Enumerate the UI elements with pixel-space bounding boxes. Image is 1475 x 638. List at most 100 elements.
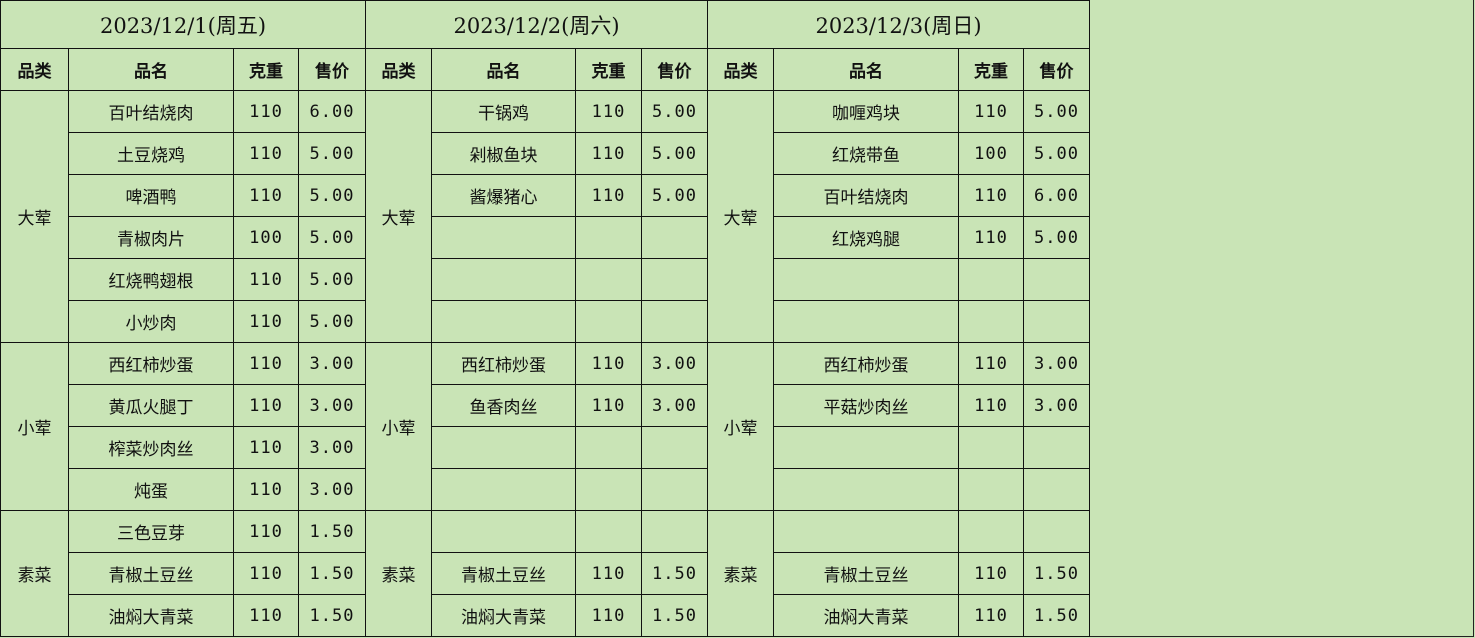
dish-name-cell[interactable]: 油焖大青菜 bbox=[431, 594, 576, 637]
weight-cell[interactable]: 110 bbox=[958, 342, 1024, 385]
price-cell[interactable] bbox=[641, 468, 708, 511]
dish-name-cell[interactable]: 油焖大青菜 bbox=[773, 594, 959, 637]
price-cell[interactable]: 1.50 bbox=[298, 594, 366, 637]
dish-name-cell[interactable]: 西红柿炒蛋 bbox=[773, 342, 959, 385]
dish-name-cell[interactable]: 酱爆猪心 bbox=[431, 174, 576, 217]
price-cell[interactable]: 3.00 bbox=[298, 342, 366, 385]
date-header-cell[interactable]: 2023/12/3(周日) bbox=[707, 0, 1090, 49]
weight-cell[interactable]: 110 bbox=[233, 384, 299, 427]
price-cell[interactable] bbox=[641, 426, 708, 469]
weight-cell[interactable] bbox=[575, 216, 642, 259]
weight-cell[interactable]: 110 bbox=[233, 468, 299, 511]
dish-name-cell[interactable]: 红烧鸡腿 bbox=[773, 216, 959, 259]
weight-cell[interactable] bbox=[575, 300, 642, 343]
dish-name-cell[interactable]: 青椒肉片 bbox=[68, 216, 234, 259]
price-cell[interactable] bbox=[641, 258, 708, 301]
dish-name-cell[interactable]: 青椒土豆丝 bbox=[773, 552, 959, 595]
header-category[interactable]: 品类 bbox=[0, 48, 69, 91]
price-cell[interactable]: 5.00 bbox=[1023, 132, 1090, 175]
header-weight[interactable]: 克重 bbox=[958, 48, 1024, 91]
price-cell[interactable]: 5.00 bbox=[641, 174, 708, 217]
price-cell[interactable]: 6.00 bbox=[1023, 174, 1090, 217]
weight-cell[interactable] bbox=[958, 426, 1024, 469]
weight-cell[interactable]: 110 bbox=[233, 132, 299, 175]
weight-cell[interactable]: 110 bbox=[233, 174, 299, 217]
category-cell[interactable]: 小荤 bbox=[707, 342, 774, 511]
price-cell[interactable] bbox=[1023, 510, 1090, 553]
weight-cell[interactable]: 110 bbox=[575, 384, 642, 427]
category-cell[interactable]: 大荤 bbox=[365, 90, 432, 343]
weight-cell[interactable]: 110 bbox=[958, 90, 1024, 133]
price-cell[interactable]: 5.00 bbox=[641, 90, 708, 133]
price-cell[interactable]: 5.00 bbox=[298, 132, 366, 175]
weight-cell[interactable]: 110 bbox=[958, 174, 1024, 217]
weight-cell[interactable] bbox=[575, 258, 642, 301]
weight-cell[interactable]: 110 bbox=[233, 510, 299, 553]
price-cell[interactable]: 5.00 bbox=[298, 174, 366, 217]
price-cell[interactable]: 3.00 bbox=[641, 342, 708, 385]
price-cell[interactable]: 6.00 bbox=[298, 90, 366, 133]
price-cell[interactable]: 3.00 bbox=[1023, 384, 1090, 427]
dish-name-cell[interactable]: 西红柿炒蛋 bbox=[68, 342, 234, 385]
weight-cell[interactable]: 110 bbox=[575, 594, 642, 637]
header-category[interactable]: 品类 bbox=[707, 48, 774, 91]
weight-cell[interactable]: 110 bbox=[233, 342, 299, 385]
category-cell[interactable]: 素菜 bbox=[365, 510, 432, 637]
price-cell[interactable] bbox=[641, 300, 708, 343]
dish-name-cell[interactable]: 红烧带鱼 bbox=[773, 132, 959, 175]
dish-name-cell[interactable] bbox=[431, 258, 576, 301]
header-weight[interactable]: 克重 bbox=[233, 48, 299, 91]
category-cell[interactable]: 大荤 bbox=[707, 90, 774, 343]
price-cell[interactable]: 1.50 bbox=[298, 510, 366, 553]
weight-cell[interactable]: 110 bbox=[233, 300, 299, 343]
weight-cell[interactable] bbox=[575, 426, 642, 469]
price-cell[interactable]: 5.00 bbox=[1023, 216, 1090, 259]
weight-cell[interactable]: 110 bbox=[958, 594, 1024, 637]
weight-cell[interactable]: 110 bbox=[958, 384, 1024, 427]
price-cell[interactable] bbox=[641, 510, 708, 553]
weight-cell[interactable]: 110 bbox=[958, 216, 1024, 259]
dish-name-cell[interactable]: 红烧鸭翅根 bbox=[68, 258, 234, 301]
dish-name-cell[interactable] bbox=[431, 468, 576, 511]
dish-name-cell[interactable] bbox=[773, 468, 959, 511]
dish-name-cell[interactable]: 榨菜炒肉丝 bbox=[68, 426, 234, 469]
date-header-cell[interactable]: 2023/12/2(周六) bbox=[365, 0, 708, 49]
price-cell[interactable]: 1.50 bbox=[298, 552, 366, 595]
header-name[interactable]: 品名 bbox=[431, 48, 576, 91]
weight-cell[interactable] bbox=[575, 510, 642, 553]
price-cell[interactable]: 3.00 bbox=[1023, 342, 1090, 385]
weight-cell[interactable]: 100 bbox=[233, 216, 299, 259]
category-cell[interactable]: 大荤 bbox=[0, 90, 69, 343]
dish-name-cell[interactable]: 炖蛋 bbox=[68, 468, 234, 511]
dish-name-cell[interactable]: 西红柿炒蛋 bbox=[431, 342, 576, 385]
price-cell[interactable]: 5.00 bbox=[298, 258, 366, 301]
price-cell[interactable] bbox=[1023, 426, 1090, 469]
dish-name-cell[interactable]: 油焖大青菜 bbox=[68, 594, 234, 637]
weight-cell[interactable] bbox=[575, 468, 642, 511]
dish-name-cell[interactable]: 小炒肉 bbox=[68, 300, 234, 343]
header-name[interactable]: 品名 bbox=[773, 48, 959, 91]
header-weight[interactable]: 克重 bbox=[575, 48, 642, 91]
weight-cell[interactable]: 110 bbox=[233, 594, 299, 637]
weight-cell[interactable] bbox=[958, 510, 1024, 553]
dish-name-cell[interactable]: 土豆烧鸡 bbox=[68, 132, 234, 175]
dish-name-cell[interactable]: 百叶结烧肉 bbox=[68, 90, 234, 133]
dish-name-cell[interactable] bbox=[431, 510, 576, 553]
weight-cell[interactable] bbox=[958, 258, 1024, 301]
weight-cell[interactable]: 110 bbox=[575, 174, 642, 217]
weight-cell[interactable]: 110 bbox=[233, 552, 299, 595]
price-cell[interactable]: 5.00 bbox=[1023, 90, 1090, 133]
category-cell[interactable]: 素菜 bbox=[707, 510, 774, 637]
dish-name-cell[interactable] bbox=[773, 258, 959, 301]
dish-name-cell[interactable] bbox=[431, 426, 576, 469]
price-cell[interactable] bbox=[1023, 300, 1090, 343]
dish-name-cell[interactable]: 鱼香肉丝 bbox=[431, 384, 576, 427]
price-cell[interactable]: 3.00 bbox=[298, 468, 366, 511]
weight-cell[interactable]: 110 bbox=[233, 90, 299, 133]
header-category[interactable]: 品类 bbox=[365, 48, 432, 91]
weight-cell[interactable]: 110 bbox=[575, 90, 642, 133]
weight-cell[interactable]: 110 bbox=[575, 552, 642, 595]
weight-cell[interactable]: 100 bbox=[958, 132, 1024, 175]
dish-name-cell[interactable]: 百叶结烧肉 bbox=[773, 174, 959, 217]
dish-name-cell[interactable]: 剁椒鱼块 bbox=[431, 132, 576, 175]
